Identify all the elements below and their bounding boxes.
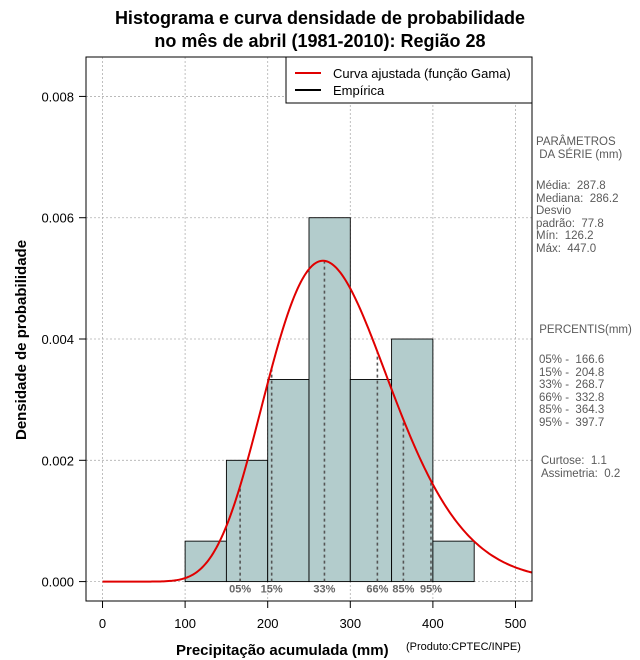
y-tick-label: 0.004 <box>41 332 74 347</box>
x-tick-label: 200 <box>257 616 279 631</box>
legend-label: Empírica <box>333 83 385 98</box>
percentile-label: 85% <box>392 584 414 596</box>
percentile-label: 66% <box>366 584 388 596</box>
shape-stats-body: Curtose: 1.1 Assimetria: 0.2 <box>541 455 621 480</box>
legend-label: Curva ajustada (função Gama) <box>333 66 511 81</box>
percentile-label: 95% <box>420 584 442 596</box>
histogram-bar <box>432 540 475 583</box>
y-tick-label: 0.000 <box>41 575 74 590</box>
y-tick-label: 0.006 <box>41 211 74 226</box>
chart-title-line2: no mês de abril (1981-2010): Região 28 <box>154 31 486 51</box>
credit-label: (Produto:CPTEC/INPE) <box>406 641 521 653</box>
y-axis-label: Densidade de probabilidade <box>13 239 30 440</box>
x-tick-label: 100 <box>174 616 196 631</box>
x-tick-label: 300 <box>339 616 361 631</box>
chart-title-line1: Histograma e curva densidade de probabil… <box>114 8 526 28</box>
params-body: Média: 287.8 Mediana: 286.2 Desvio padrã… <box>536 180 619 255</box>
gamma-curve <box>102 259 533 583</box>
percentile-label: 05% <box>229 584 251 596</box>
histogram-bar <box>267 379 310 583</box>
percentiles-title: PERCENTIS(mm) <box>536 324 632 336</box>
y-tick-label: 0.008 <box>41 89 74 104</box>
histogram-bar <box>391 338 434 583</box>
histogram-bar <box>225 459 269 583</box>
histogram-bar <box>349 379 393 583</box>
legend-box <box>285 56 533 104</box>
x-tick-label: 0 <box>99 616 106 631</box>
percentile-label: 15% <box>261 584 283 596</box>
histogram-bar <box>308 217 351 583</box>
percentiles-body: 05% - 166.6 15% - 204.8 33% - 268.7 66% … <box>539 354 605 429</box>
percentile-label: 33% <box>313 584 335 596</box>
x-tick-label: 500 <box>505 616 527 631</box>
params-title: PARÂMETROS DA SÉRIE (mm) <box>536 136 623 161</box>
x-tick-label: 400 <box>422 616 444 631</box>
x-axis-label: Precipitação acumulada (mm) <box>176 642 389 659</box>
y-tick-label: 0.002 <box>41 453 74 468</box>
